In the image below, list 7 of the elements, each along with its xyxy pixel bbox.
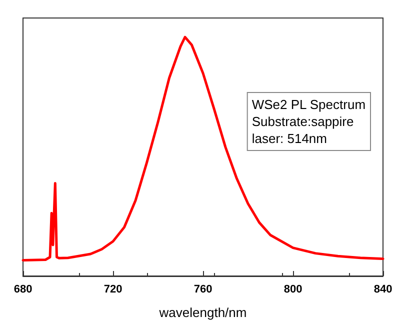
- x-tick-label: 800: [284, 284, 302, 296]
- x-tick-label: 680: [14, 284, 32, 296]
- annotation: WSe2 PL Spectrum Substrate:sappire laser: 514nm: [252, 97, 366, 146]
- x-tick-label: 840: [374, 284, 392, 296]
- x-tick-label: 760: [194, 284, 212, 296]
- x-tick-label: 720: [104, 284, 122, 296]
- x-axis-title: wavelength/nm: [158, 305, 247, 320]
